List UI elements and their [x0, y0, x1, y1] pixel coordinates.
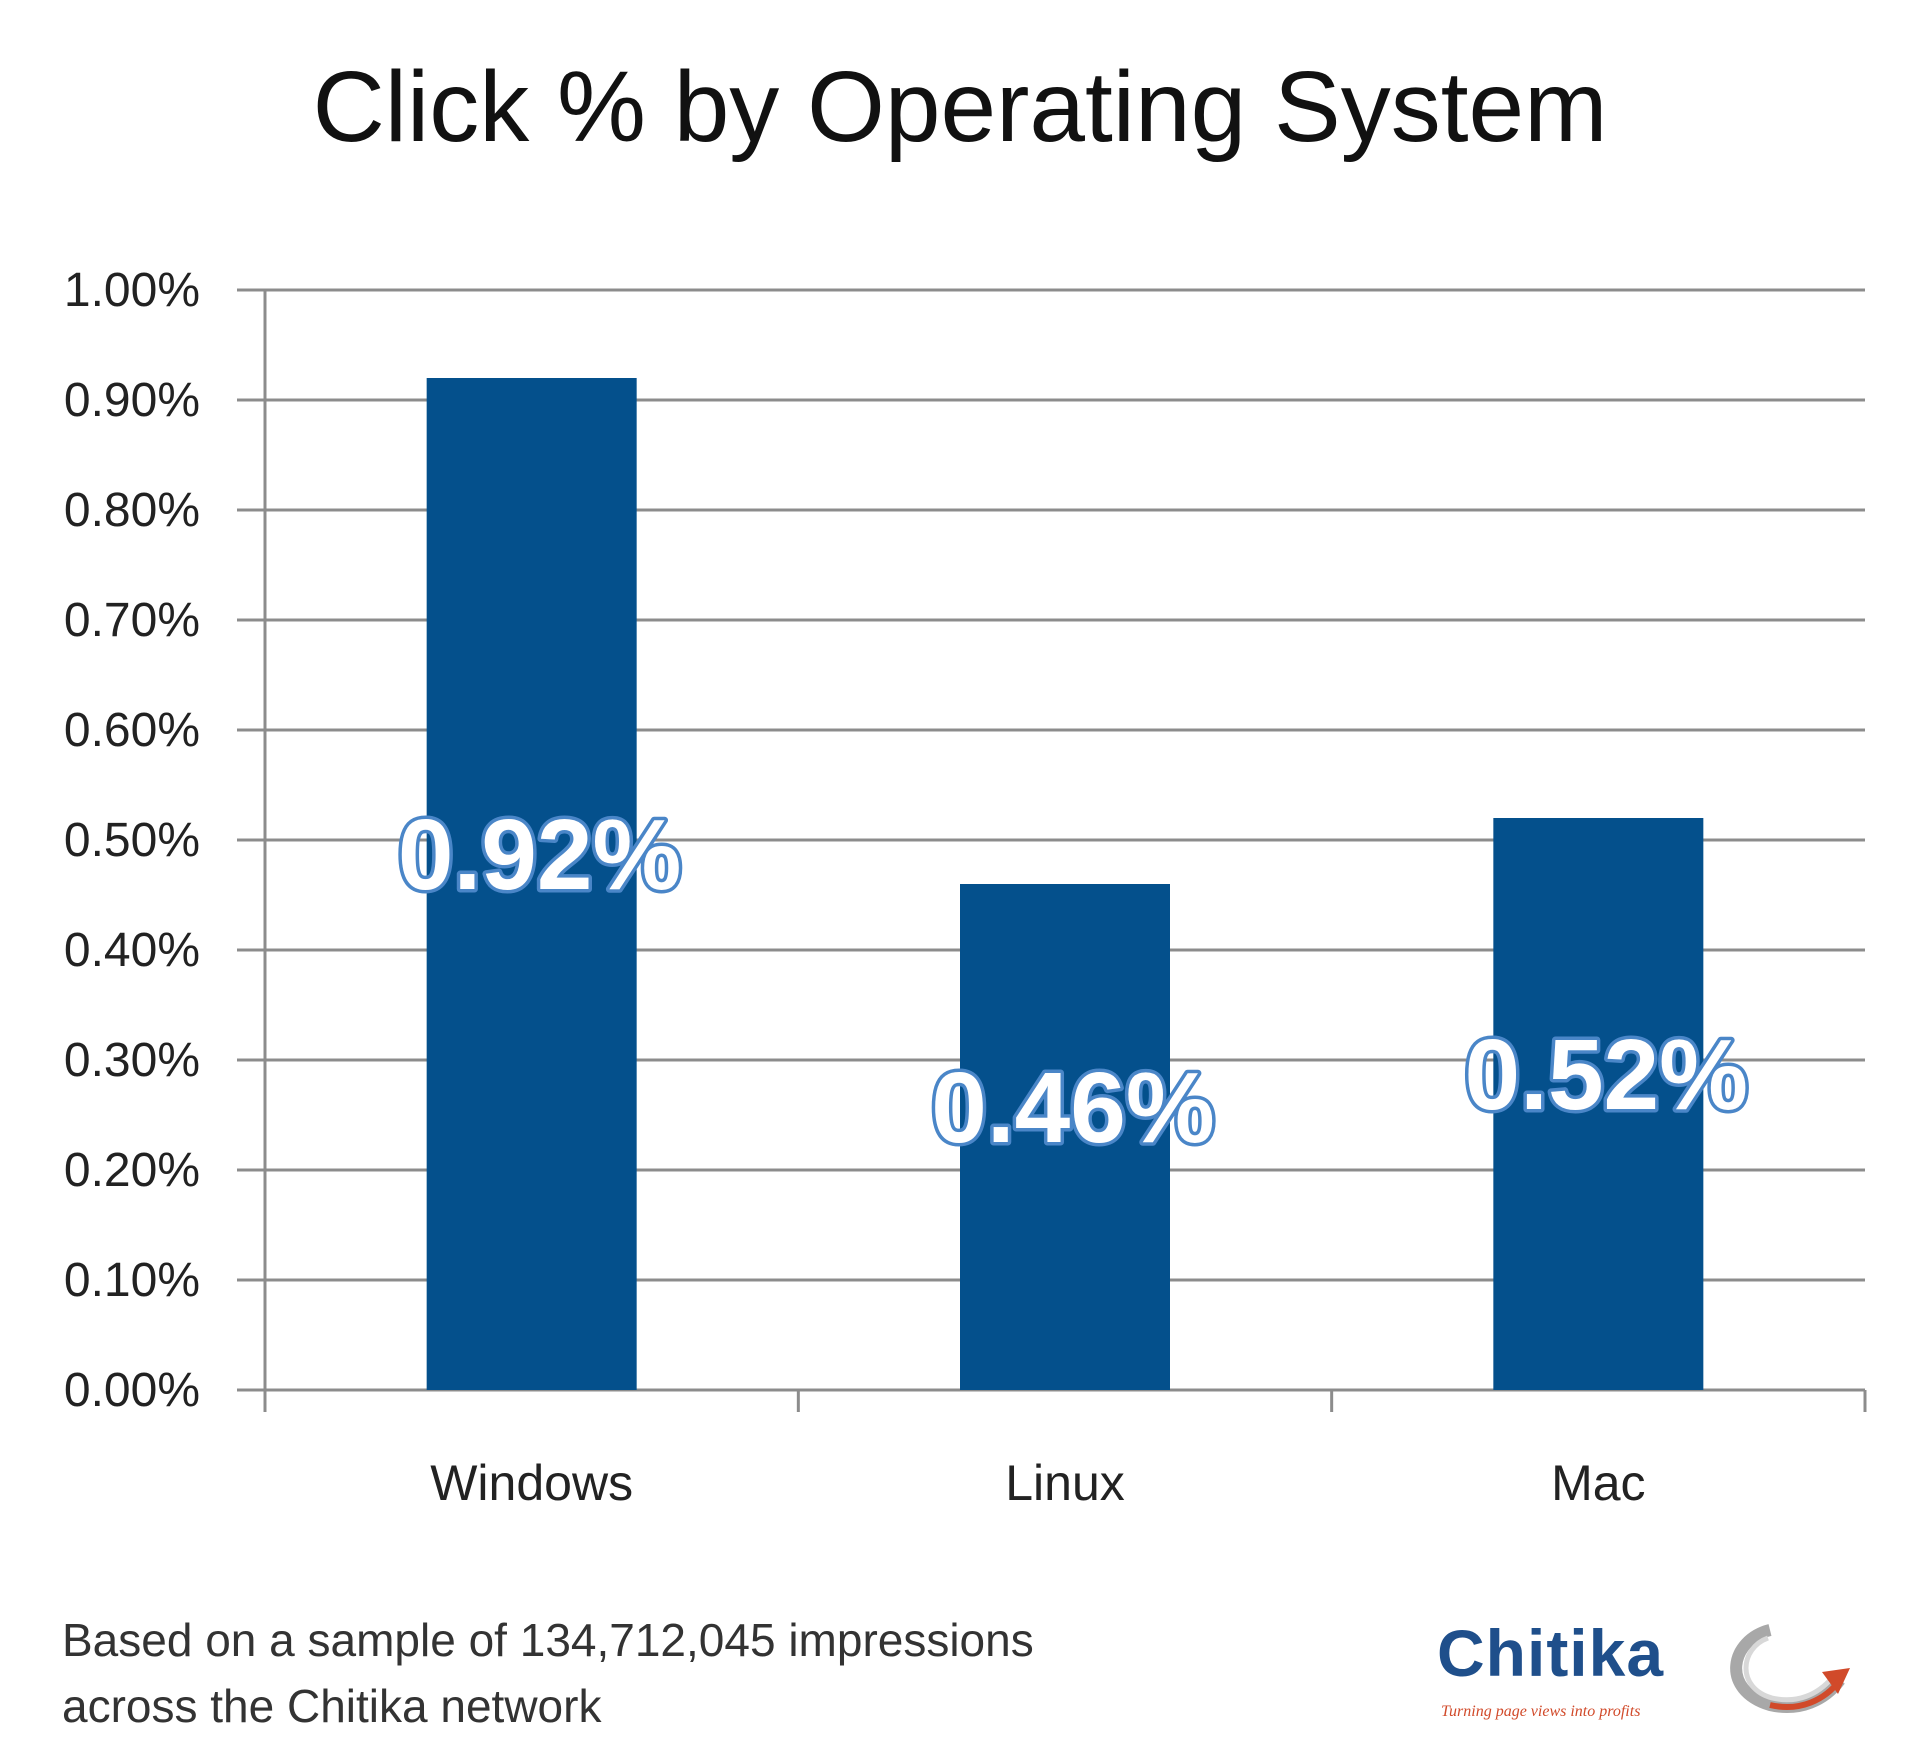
bar-linux: [960, 884, 1170, 1390]
y-tick-label: 0.40%: [64, 924, 200, 977]
chitika-logo: Chitika Turning page views into profits: [1425, 1610, 1865, 1740]
x-category-label: Linux: [1005, 1455, 1125, 1511]
y-tick-label: 0.00%: [64, 1364, 200, 1417]
data-label-linux: 0.46%: [931, 1052, 1215, 1164]
y-tick-label: 0.50%: [64, 814, 200, 867]
bar-mac: [1493, 818, 1704, 1390]
axes: 0.00% 0.10% 0.20% 0.30% 0.40% 0.50% 0.60% 0.70%…: [64, 264, 1867, 1511]
y-tick-label: 0.60%: [64, 704, 200, 757]
footnote-line-1: Based on a sample of 134,712,045 impress…: [62, 1614, 1034, 1666]
footnote-line-2: across the Chitika network: [62, 1680, 602, 1732]
x-category-label: Windows: [430, 1455, 633, 1511]
data-label-windows: 0.92%: [398, 799, 682, 911]
logo-wordmark: Chitika: [1437, 1616, 1665, 1690]
data-labels: 0.92% 0.46% 0.52%: [394, 796, 1751, 1168]
logo-swoosh-icon: [1730, 1624, 1850, 1713]
y-tick-label: 0.70%: [64, 594, 200, 647]
logo-tagline: Turning page views into profits: [1441, 1703, 1641, 1720]
y-tick-label: 0.20%: [64, 1144, 200, 1197]
bars: [426, 378, 1704, 1390]
footnote: Based on a sample of 134,712,045 impress…: [62, 1607, 1034, 1739]
y-tick-label: 0.90%: [64, 374, 200, 427]
x-category-label: Mac: [1551, 1455, 1645, 1511]
y-tick-label: 1.00%: [64, 264, 200, 317]
y-tick-label: 0.80%: [64, 484, 200, 537]
y-tick-label: 0.30%: [64, 1034, 200, 1087]
y-tick-label: 0.10%: [64, 1254, 200, 1307]
data-label-mac: 0.52%: [1465, 1019, 1749, 1131]
chart-title: Click % by Operating System: [312, 51, 1608, 163]
bar-windows: [426, 378, 637, 1390]
